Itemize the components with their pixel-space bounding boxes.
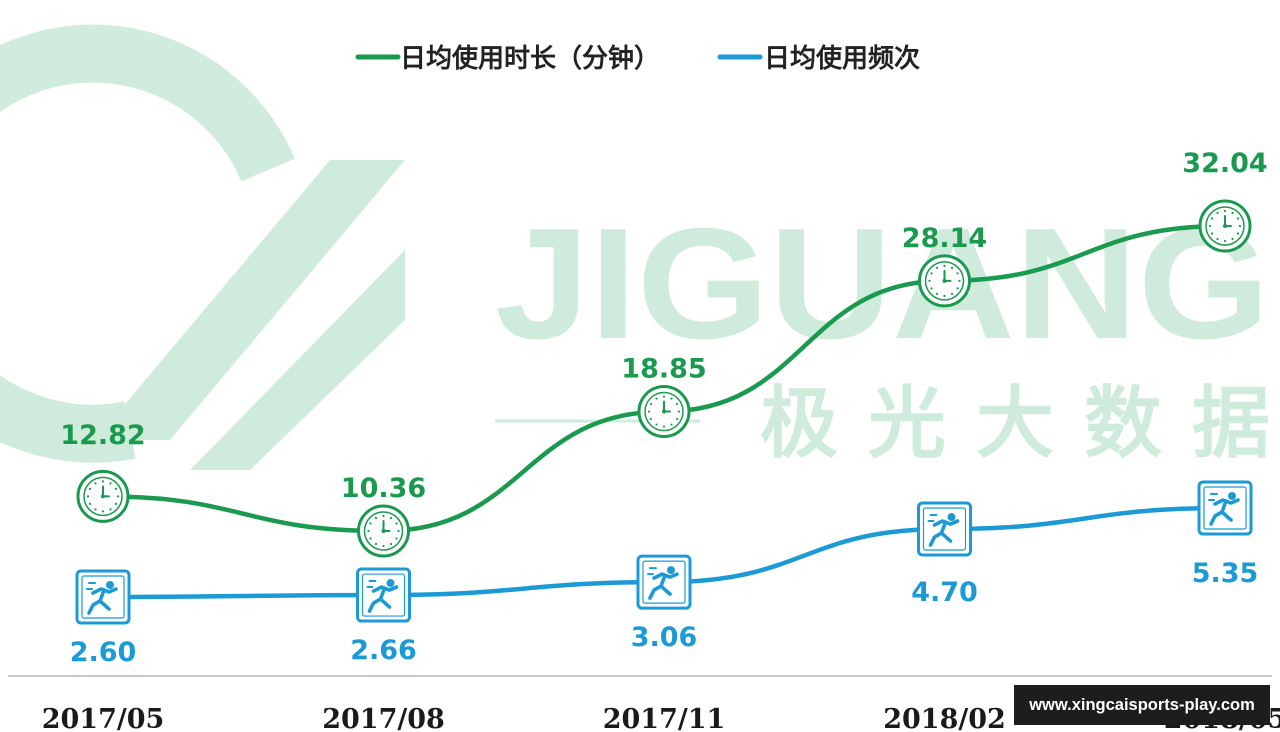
data-label-frequency: 3.06: [631, 622, 698, 653]
url-badge: www.xingcaisports-play.com: [1014, 685, 1270, 725]
data-label-frequency: 4.70: [911, 577, 978, 608]
runner-icon: [75, 569, 131, 625]
clock-icon: [918, 254, 971, 308]
clock-icon: [357, 504, 410, 558]
data-label-frequency: 2.66: [350, 635, 417, 666]
legend: 日均使用时长（分钟） 日均使用频次: [355, 43, 920, 74]
watermark: JIGUANG 极光大数据: [0, 24, 1270, 470]
data-label-duration: 12.82: [60, 420, 145, 451]
watermark-logo-icon: [0, 24, 405, 470]
runner-icon: [356, 567, 411, 623]
marker-layer: [75, 199, 1253, 625]
clock-icon: [76, 469, 130, 523]
watermark-brand-cn: 极光大数据: [760, 379, 1270, 469]
runner-icon: [1197, 480, 1253, 536]
x-tick-label: 2017/08: [322, 704, 445, 732]
legend-label-duration: 日均使用时长（分钟）: [400, 43, 660, 74]
data-label-frequency: 2.60: [70, 637, 137, 668]
x-tick-label: 2018/02: [883, 704, 1006, 732]
legend-label-frequency: 日均使用频次: [764, 44, 920, 74]
clock-icon: [1198, 199, 1252, 253]
runner-icon: [636, 554, 692, 610]
legend-item-frequency: 日均使用频次: [717, 44, 920, 74]
data-label-duration: 28.14: [902, 223, 987, 254]
x-tick-label: 2017/05: [42, 704, 165, 732]
data-label-duration: 18.85: [621, 354, 706, 385]
data-label-duration: 10.36: [341, 473, 426, 504]
legend-item-duration: 日均使用时长（分钟）: [355, 43, 660, 74]
x-tick-label: 2017/11: [603, 704, 726, 732]
data-label-duration: 32.04: [1182, 148, 1267, 179]
runner-icon: [917, 501, 972, 557]
clock-icon: [637, 385, 691, 439]
data-label-frequency: 5.35: [1192, 558, 1259, 589]
watermark-brand: JIGUANG: [495, 196, 1270, 372]
label-layer: 12.82 10.36 18.85 28.14 32.04 2.60 2.66 3.06 4.7…: [60, 148, 1267, 668]
